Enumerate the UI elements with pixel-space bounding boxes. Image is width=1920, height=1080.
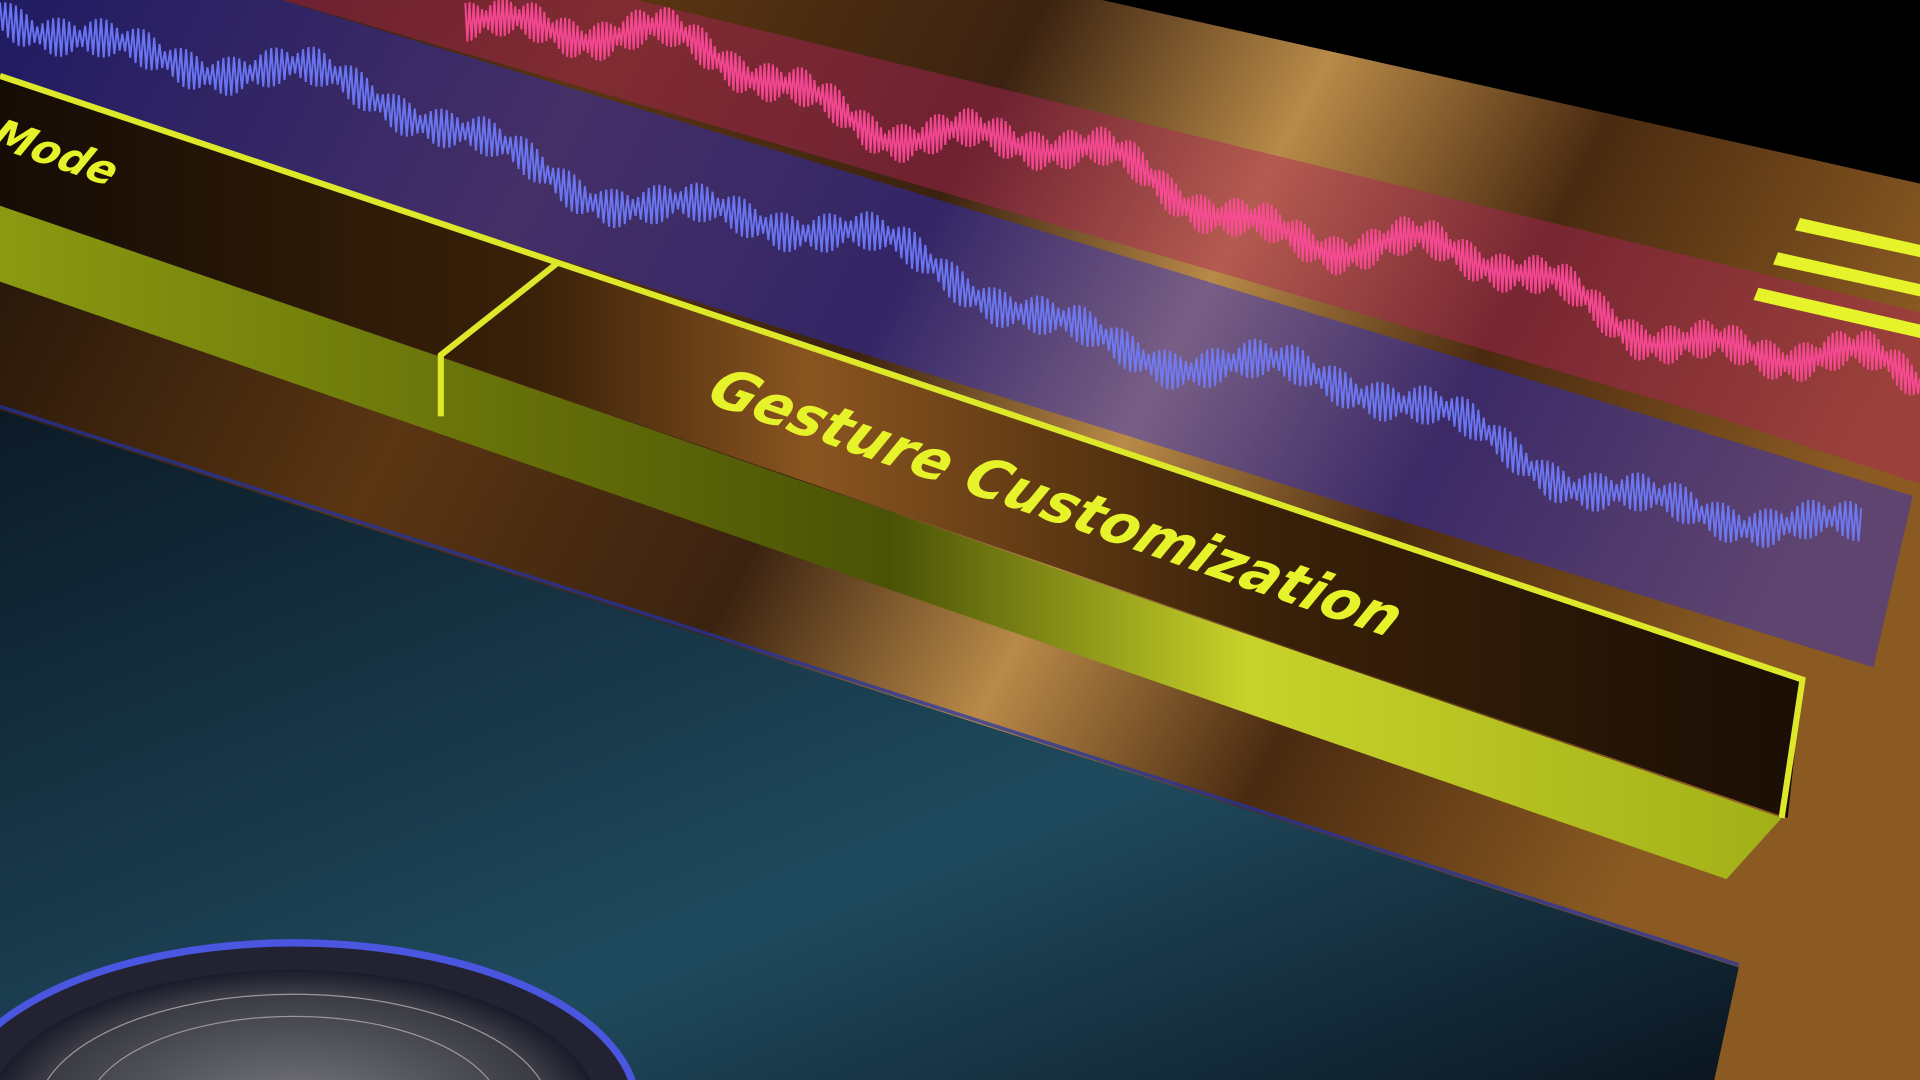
menu-line bbox=[1773, 252, 1920, 297]
waveforms bbox=[0, 0, 1920, 548]
tab-divider bbox=[437, 260, 560, 417]
menu-line bbox=[1795, 217, 1920, 258]
waveform bbox=[464, 0, 1920, 396]
turntable bbox=[0, 939, 636, 1080]
blue-track bbox=[0, 0, 1913, 668]
record bbox=[0, 969, 592, 1080]
tab-bar-front bbox=[0, 205, 1782, 880]
groove bbox=[98, 1015, 490, 1080]
groove bbox=[46, 993, 541, 1080]
menu-line bbox=[1753, 287, 1920, 338]
lower-surface bbox=[0, 410, 1739, 1080]
tab-bar-outline bbox=[0, 73, 1806, 819]
waveform bbox=[0, 2, 1863, 548]
edge-glow bbox=[0, 404, 1740, 967]
tab-bar-top bbox=[0, 75, 1803, 818]
pink-track bbox=[281, 0, 1920, 484]
menu-button[interactable] bbox=[1753, 217, 1920, 338]
